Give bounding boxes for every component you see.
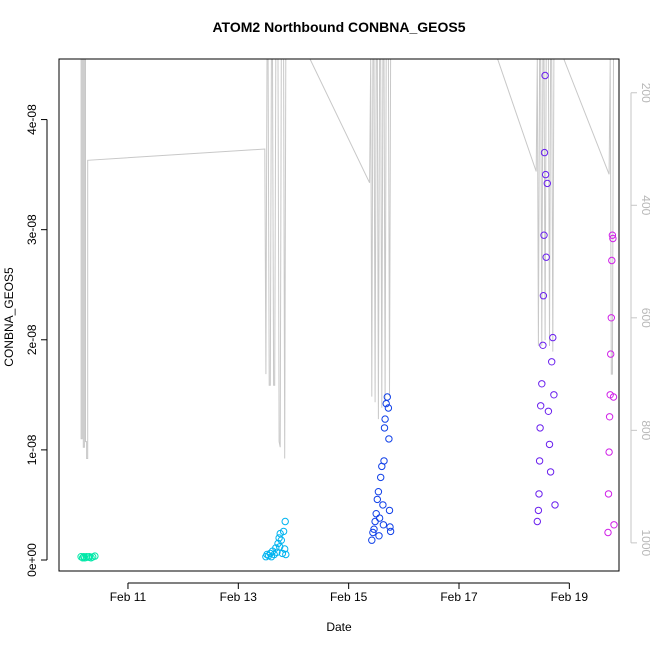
data-point	[385, 435, 393, 443]
data-point	[275, 534, 283, 542]
data-point	[383, 393, 391, 401]
data-point	[544, 407, 553, 415]
y-tick-label: 3e-08	[25, 214, 39, 245]
data-point	[380, 457, 388, 465]
data-point	[368, 536, 376, 544]
x-tick-label: Feb 17	[440, 590, 478, 604]
data-point	[279, 527, 288, 536]
data-point	[546, 468, 555, 476]
data-point	[281, 517, 289, 526]
data-point	[539, 292, 548, 300]
y-axis-title: CONBNA_GEOS5	[2, 267, 16, 367]
data-point	[549, 333, 557, 342]
x-axis: Feb 11 Feb 13 Feb 15 Feb 17 Feb 19	[110, 582, 589, 604]
data-point	[276, 543, 284, 551]
data-point	[85, 553, 94, 561]
data-point	[374, 488, 383, 496]
right-tick-label: 600	[639, 308, 650, 328]
data-point	[543, 179, 551, 188]
data-point	[541, 71, 549, 80]
data-point	[370, 525, 378, 533]
data-point	[535, 457, 544, 465]
data-point	[542, 253, 550, 261]
pressure-profile-layer	[80, 58, 614, 459]
data-point	[604, 490, 613, 498]
x-tick-label: Feb 11	[110, 590, 147, 604]
data-point	[533, 517, 541, 526]
plot-frame	[58, 58, 620, 572]
x-axis-title: Date	[326, 620, 352, 634]
data-point	[609, 234, 617, 243]
data-point	[277, 536, 285, 544]
data-point	[371, 517, 379, 526]
data-point	[263, 550, 271, 559]
data-point	[609, 393, 618, 401]
data-point	[545, 440, 554, 449]
data-point	[375, 514, 384, 522]
data-point	[386, 527, 395, 536]
data-point	[610, 521, 618, 529]
x-tick-label: Feb 13	[220, 590, 258, 604]
data-point	[540, 148, 549, 157]
y-tick-label: 4e-08	[25, 104, 39, 135]
data-point	[385, 506, 394, 515]
data-point	[375, 532, 383, 540]
data-point	[550, 391, 558, 399]
data-point	[607, 314, 615, 322]
scatter-points-layer	[77, 71, 618, 562]
chart-title: ATOM2 Northbound CONBNA_GEOS5	[212, 19, 465, 35]
data-point	[381, 415, 389, 423]
data-point	[541, 170, 550, 179]
data-point	[608, 256, 616, 265]
x-tick-label: Feb 15	[330, 590, 368, 604]
data-point	[278, 549, 287, 558]
data-point	[535, 490, 543, 498]
y-tick-label: 0e+00	[25, 543, 39, 577]
y-tick-label: 1e-08	[25, 434, 39, 465]
right-tick-label: 200	[639, 83, 650, 103]
data-point	[534, 506, 543, 515]
data-point	[372, 510, 380, 518]
y-tick-label: 2e-08	[25, 324, 39, 355]
data-point	[91, 552, 99, 560]
data-point	[281, 545, 289, 553]
right-pressure-axis: 200 400 600 800 1000	[630, 83, 650, 557]
data-point	[384, 404, 393, 412]
data-point	[551, 501, 559, 509]
data-point	[380, 424, 389, 432]
data-point	[377, 473, 385, 482]
data-point	[604, 528, 612, 537]
data-point	[539, 341, 547, 349]
data-point	[538, 380, 546, 388]
right-tick-label: 400	[639, 195, 650, 215]
data-point	[540, 231, 548, 239]
data-point	[80, 553, 88, 561]
data-point	[379, 501, 387, 509]
y-axis: 0e+00 1e-08 2e-08 3e-08 4e-08	[25, 104, 48, 577]
data-point	[272, 544, 280, 552]
data-point	[607, 350, 615, 358]
pressure-profile-line	[80, 58, 614, 459]
right-tick-label: 800	[639, 420, 650, 440]
data-point	[537, 402, 545, 410]
data-point	[605, 413, 614, 421]
data-point	[373, 495, 381, 504]
data-point	[282, 550, 290, 559]
data-point	[536, 424, 544, 432]
data-point	[386, 523, 394, 531]
data-point	[379, 521, 388, 529]
data-point	[608, 231, 617, 239]
x-tick-label: Feb 19	[551, 590, 589, 604]
data-point	[548, 358, 556, 366]
data-point	[605, 448, 613, 456]
right-tick-label: 1000	[639, 530, 650, 557]
data-point	[369, 528, 377, 537]
data-point	[77, 553, 85, 561]
